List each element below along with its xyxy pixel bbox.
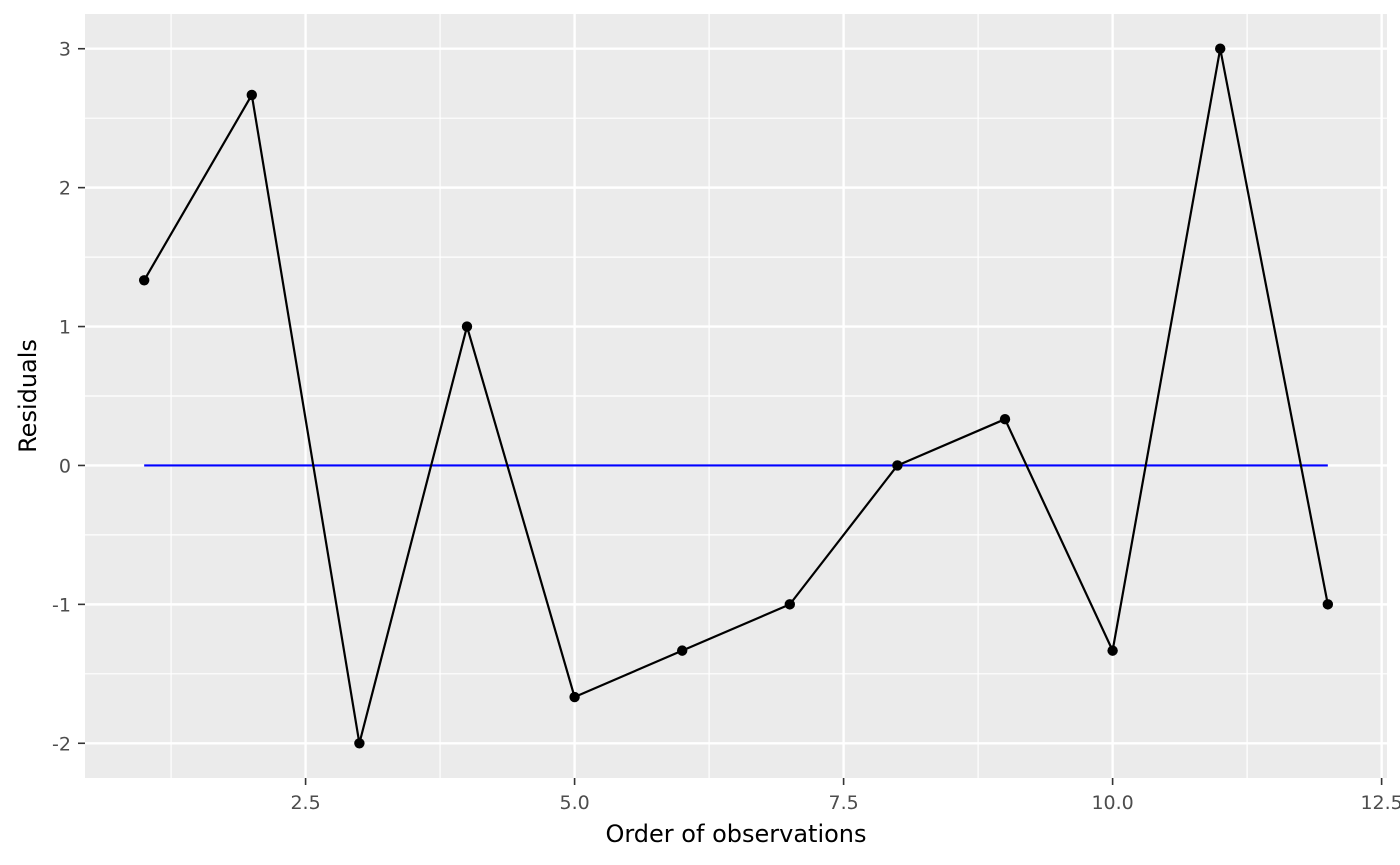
residual-point xyxy=(1322,599,1334,610)
residual-series-line xyxy=(143,47,1329,745)
residual-point xyxy=(1107,645,1118,656)
x-tick-label: 2.5 xyxy=(290,792,320,814)
residual-point xyxy=(999,413,1011,425)
residual-point xyxy=(138,275,150,286)
y-tick-label: 0 xyxy=(59,455,71,477)
y-axis-ticks: -2 -1 0 1 2 3 xyxy=(52,39,85,755)
y-tick-label: 1 xyxy=(59,317,71,339)
x-axis-title: Order of observations xyxy=(605,820,866,848)
residual-points xyxy=(138,43,1334,749)
residual-point xyxy=(569,691,580,703)
residual-point xyxy=(354,738,365,749)
residual-point xyxy=(461,321,473,332)
y-tick-label: 2 xyxy=(59,178,71,200)
y-axis-title: Residuals xyxy=(14,339,42,453)
y-tick-label: -1 xyxy=(52,594,71,616)
y-tick-label: -2 xyxy=(52,733,71,755)
x-tick-label: 7.5 xyxy=(828,792,858,814)
residual-point xyxy=(892,460,903,471)
residual-point xyxy=(676,645,688,656)
residual-point xyxy=(1215,43,1226,54)
x-tick-label: 5.0 xyxy=(559,792,589,814)
x-axis-ticks: 2.5 5.0 7.5 10.0 12.5 xyxy=(290,778,1400,814)
x-tick-label: 10.0 xyxy=(1091,792,1133,814)
x-tick-label: 12.5 xyxy=(1360,792,1400,814)
y-tick-label: 3 xyxy=(59,39,71,61)
residual-point xyxy=(246,89,257,101)
residual-point xyxy=(784,599,796,610)
